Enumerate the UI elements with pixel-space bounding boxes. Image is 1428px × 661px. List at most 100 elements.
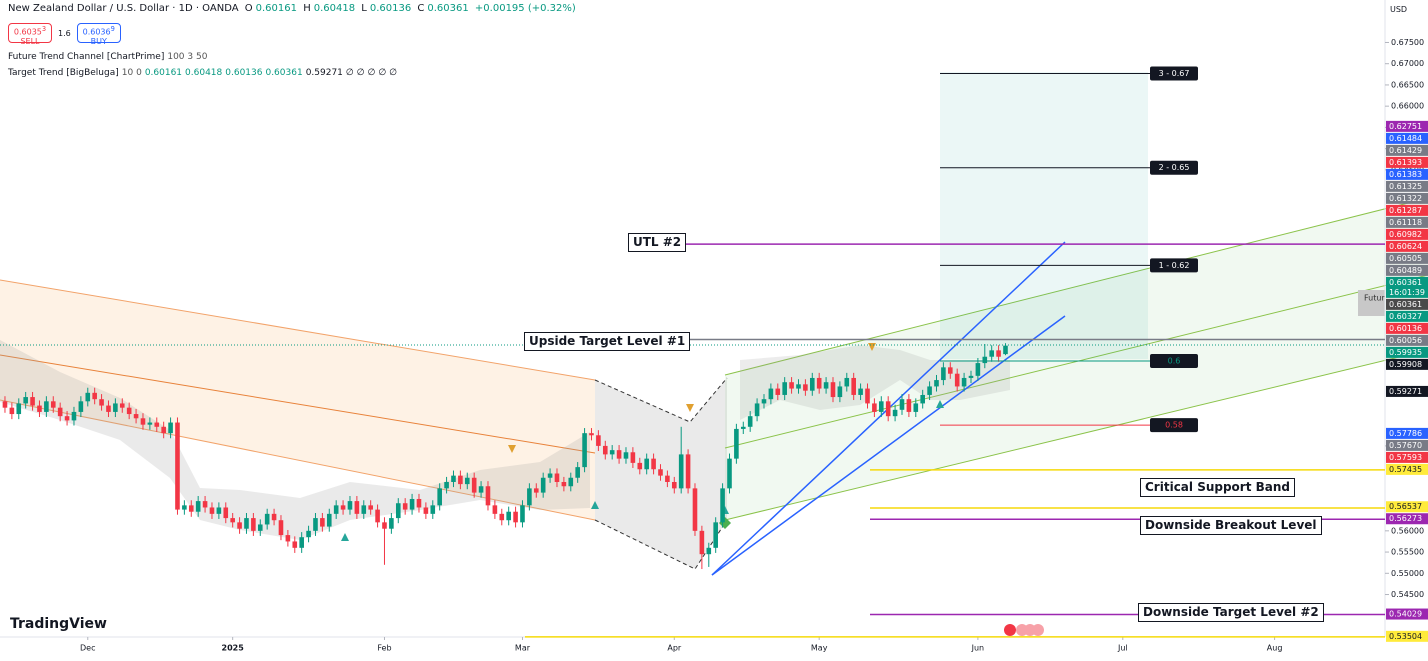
candle-body <box>616 450 622 459</box>
indicator-value: ∅ <box>367 68 376 78</box>
target-badge <box>1150 160 1198 175</box>
candle-body <box>671 481 677 489</box>
annotation: Upside Target Level #1 <box>524 332 691 351</box>
logo: TradingView <box>10 616 107 632</box>
channel-line <box>724 197 1428 376</box>
candle-body <box>520 505 525 523</box>
candle-body <box>761 399 767 404</box>
signal-up <box>341 533 349 541</box>
price-badge-label: 0.60327 <box>1389 312 1422 321</box>
price-badge-label: 0.57593 <box>1389 453 1422 462</box>
candle-body <box>292 541 298 548</box>
indicator[interactable]: Target Trend [BigBeluga] 10 0 0.60161 0.604… <box>8 68 397 78</box>
indicator-value: ∅ <box>345 68 354 78</box>
change: +0.00195 (+0.32%) <box>474 3 576 14</box>
candle-body <box>50 401 56 408</box>
candle-body <box>444 481 449 489</box>
x-tick-label: Dec <box>80 644 95 653</box>
price-badge <box>1386 156 1428 168</box>
price-badge <box>1386 144 1428 156</box>
price-badge-label: 0.59271 <box>1389 387 1422 396</box>
candle-body <box>927 386 932 395</box>
buy-price: 0.6036 <box>82 27 111 37</box>
candle-body <box>796 384 801 389</box>
candle-body <box>589 433 594 436</box>
candle-body <box>720 488 725 523</box>
y-tick-label: 0.55500 <box>1391 548 1424 557</box>
channel-line <box>0 279 596 381</box>
target-badge <box>1150 418 1198 433</box>
side-box <box>1358 290 1385 316</box>
price-badge-label: 0.60136 <box>1389 324 1422 333</box>
price-badge-label: 0.60361 <box>1389 278 1422 287</box>
candle-body <box>568 477 574 487</box>
indicator-name: Future Trend Channel [ChartPrime] <box>8 52 165 62</box>
candle-body <box>161 426 166 434</box>
price-badge-label: 0.62751 <box>1389 122 1422 131</box>
candle-body <box>816 377 822 389</box>
price-badge-label: 0.60982 <box>1389 230 1422 239</box>
x-tick-label: Jun <box>971 644 985 653</box>
sell-pip: 3 <box>41 25 47 33</box>
candle-body <box>437 488 442 506</box>
sell-button[interactable]: 0.60353 SELL <box>8 23 52 46</box>
price-badge <box>1386 252 1428 264</box>
signal-up <box>936 400 944 408</box>
indicator[interactable]: Future Trend Channel [ChartPrime] 100 3 5… <box>8 52 207 62</box>
candle-body <box>899 399 905 410</box>
target-label: 0.58 <box>1165 421 1183 430</box>
candle-body <box>119 403 125 408</box>
candle-body <box>237 522 242 529</box>
ohlc-letter: C <box>417 3 425 14</box>
channel-line <box>724 274 1428 449</box>
price-badge-label: 0.60505 <box>1389 254 1422 263</box>
candle-body <box>609 450 615 455</box>
candle-body <box>630 452 636 463</box>
x-tick-label: Mar <box>515 644 531 653</box>
channel-line <box>0 354 596 454</box>
candle-body <box>2 401 8 408</box>
indicator-params: 100 3 50 <box>167 52 208 62</box>
candle-body <box>713 522 718 548</box>
symbol: New Zealand Dollar / U.S. Dollar · 1D · … <box>8 3 239 14</box>
candle-body <box>727 458 732 489</box>
indicator-value: 0.60161 <box>144 68 183 78</box>
candle-body <box>747 416 753 427</box>
annotation: Downside Breakout Level <box>1140 516 1322 535</box>
price-badge-label: 0.61383 <box>1389 170 1422 179</box>
price-badge-label: 0.57786 <box>1389 429 1422 438</box>
ohlc-letter: L <box>361 3 367 14</box>
candle-body <box>734 428 739 459</box>
candle-body <box>499 513 505 521</box>
candle-body <box>975 363 981 376</box>
event-icon <box>1032 624 1044 636</box>
candle-body <box>23 397 28 404</box>
price-badge-label: 0.54029 <box>1389 610 1422 619</box>
price-badge <box>1386 228 1428 240</box>
candle-body <box>78 401 84 412</box>
currency[interactable]: USD <box>1390 5 1408 14</box>
sell-label: SELL <box>20 36 40 46</box>
price-badge-label: 0.61287 <box>1389 206 1422 215</box>
buy-button[interactable]: 0.60369 BUY <box>76 23 121 46</box>
price-badge <box>1386 385 1428 397</box>
candle-body <box>361 505 367 514</box>
candle-body <box>230 518 235 523</box>
signal-down <box>508 445 516 453</box>
y-tick-label: 0.66000 <box>1391 102 1424 111</box>
indicator-value: 0.60418 <box>185 68 223 78</box>
price-badge-label: 0.61325 <box>1389 182 1422 191</box>
candle-body <box>665 475 670 482</box>
side-label: Futur <box>1364 294 1385 303</box>
green-channel <box>725 198 1428 520</box>
candle-body <box>306 530 311 538</box>
candle-body <box>651 458 656 470</box>
candle-body <box>92 392 97 400</box>
candle-body <box>492 505 498 514</box>
candle-body <box>775 388 781 395</box>
dashed-line <box>594 377 728 423</box>
candle-body <box>147 422 153 425</box>
candle-body <box>126 407 132 415</box>
price-badge <box>1386 216 1428 228</box>
